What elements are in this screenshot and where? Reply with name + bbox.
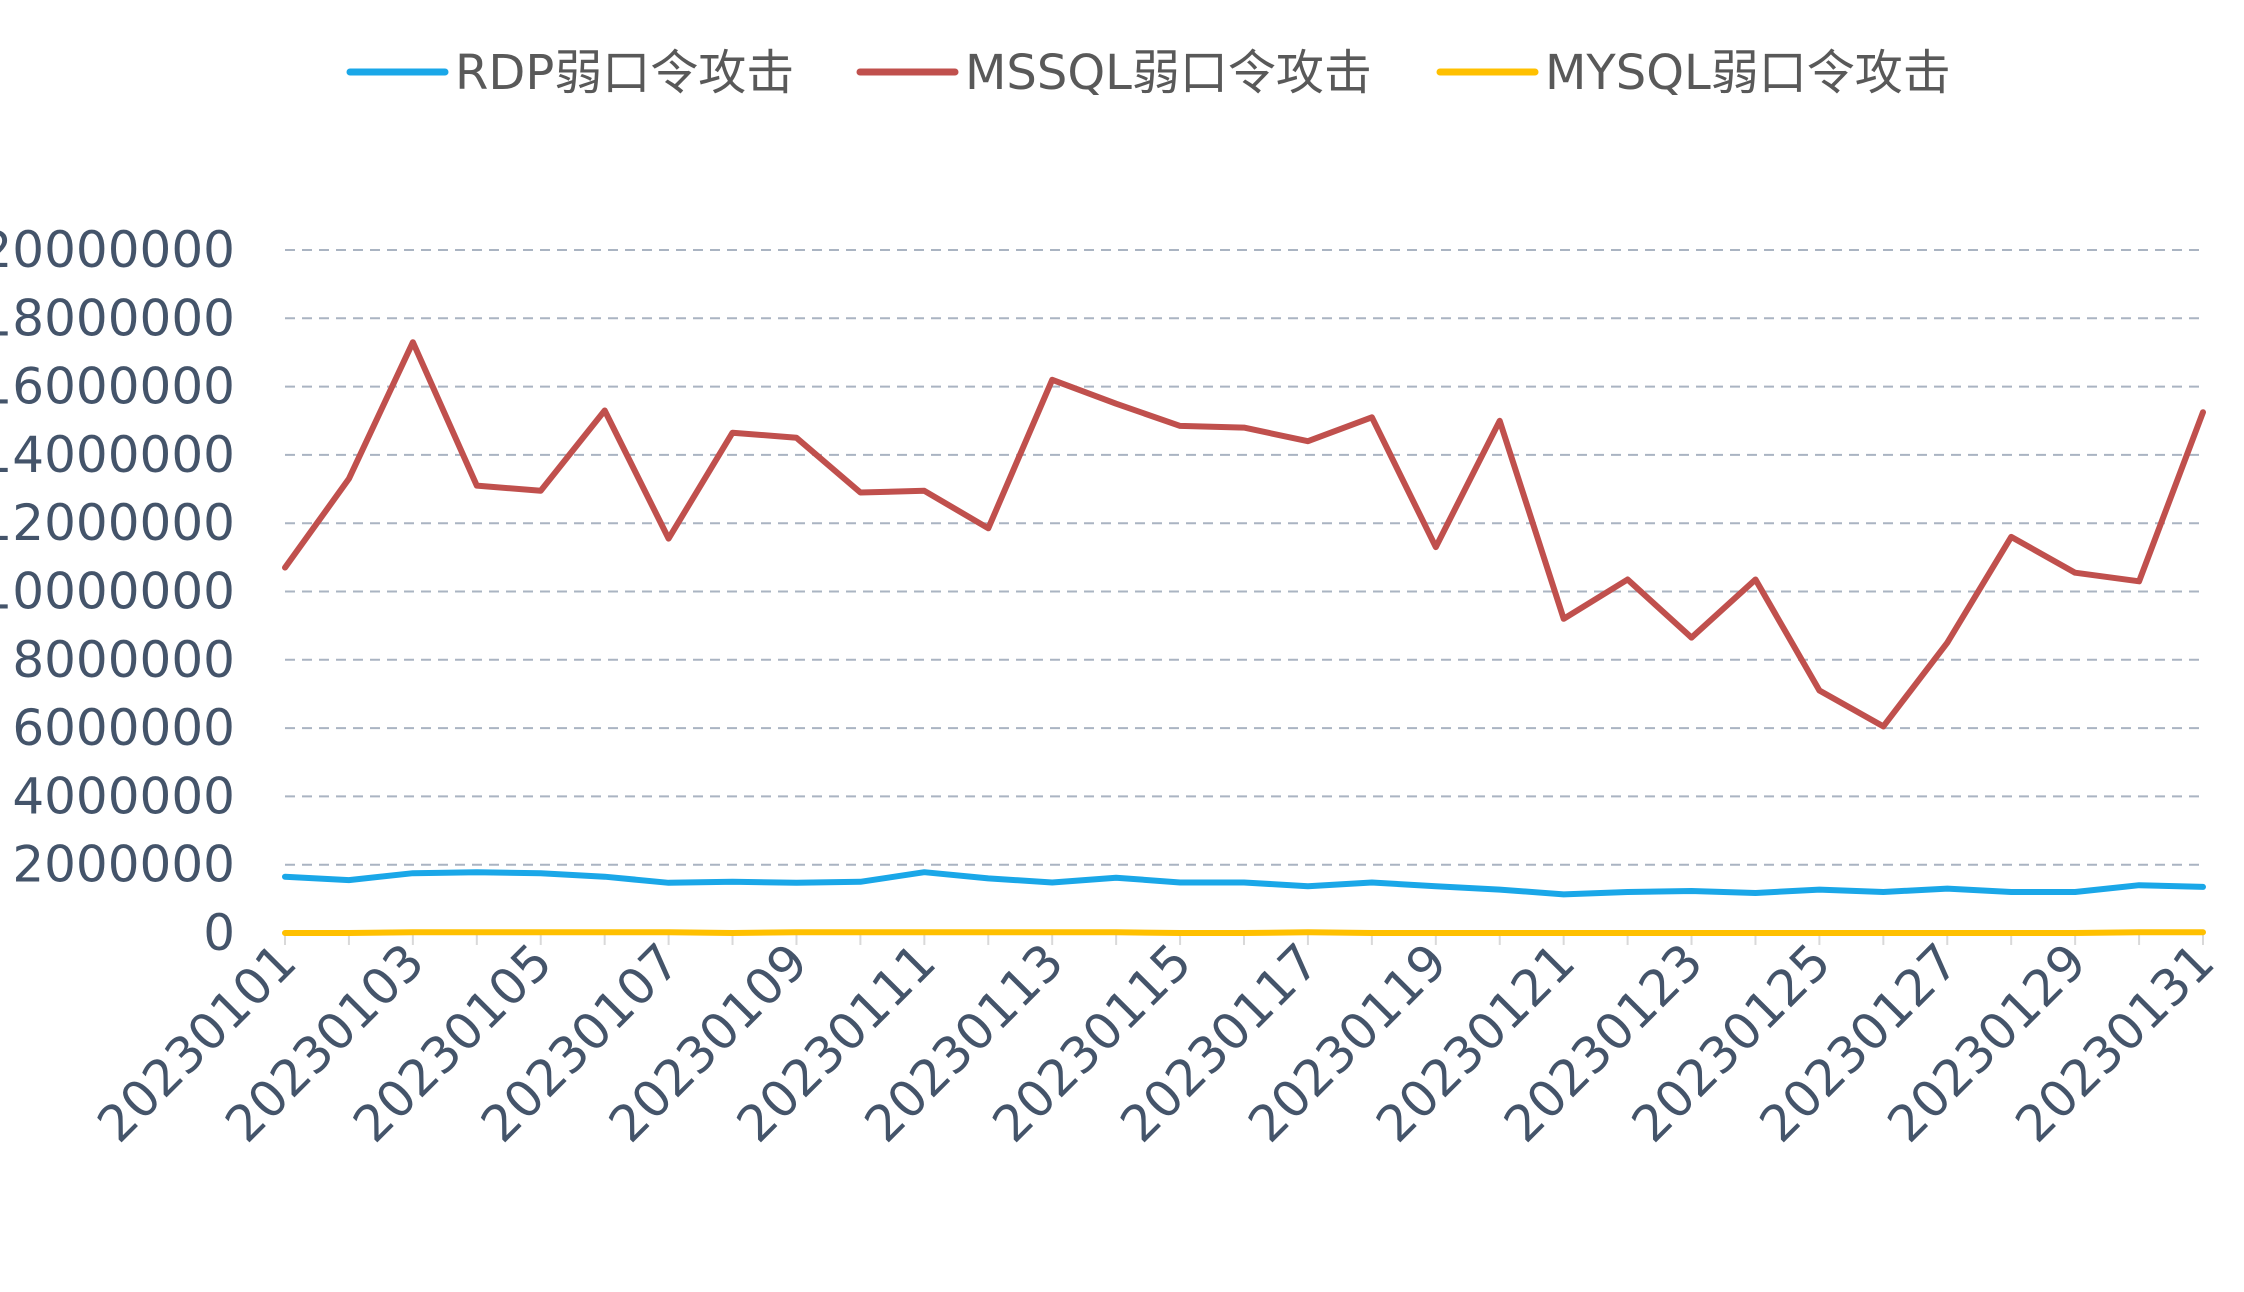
series-line-0 (282, 869, 2206, 898)
y-tick-label: 20000000 (0, 221, 235, 279)
y-tick-label: 14000000 (0, 426, 235, 484)
gridlines (285, 249, 2203, 866)
y-tick-label: 18000000 (0, 289, 235, 347)
legend-label-1: MSSQL弱口令攻击 (965, 45, 1372, 101)
series-line-2 (282, 929, 2206, 936)
y-tick-label: 8000000 (12, 631, 235, 689)
y-tick-label: 12000000 (0, 494, 235, 552)
x-axis: 2023010120230103202301052023010720230109… (87, 932, 2225, 1153)
y-tick-label: 0 (203, 904, 235, 962)
series-line-1 (282, 339, 2206, 730)
legend-label-2: MYSQL弱口令攻击 (1545, 45, 1951, 101)
legend: RDP弱口令攻击 MSSQL弱口令攻击 MYSQL弱口令攻击 (346, 45, 1951, 101)
y-tick-label: 4000000 (12, 767, 235, 825)
y-tick-label: 16000000 (0, 358, 235, 416)
y-tick-label: 10000000 (0, 563, 235, 621)
y-tick-label: 6000000 (12, 699, 235, 757)
y-axis: 0 2000000 4000000 6000000 8000000 10000000 120… (0, 221, 235, 962)
legend-label-0: RDP弱口令攻击 (455, 45, 794, 101)
y-tick-label: 2000000 (12, 836, 235, 894)
series-lines (282, 339, 2206, 936)
